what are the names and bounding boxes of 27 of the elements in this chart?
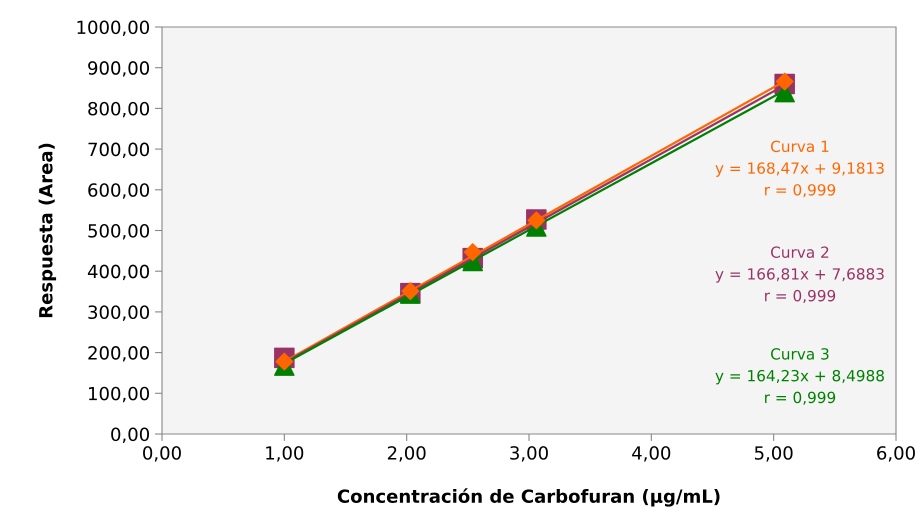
y-tick-label: 600,00 — [88, 183, 149, 199]
y-axis-title: Respuesta (Area) — [38, 144, 56, 318]
point — [401, 282, 420, 300]
point — [464, 243, 482, 261]
x-tick-label: 6,00 — [877, 446, 915, 462]
x-axis-title: Concentración de Carbofuran (µg/mL) — [338, 488, 720, 507]
y-tick-label: 100,00 — [89, 386, 149, 402]
y-tick-label: 1000,00 — [78, 20, 149, 36]
x-tick-label: 2,00 — [388, 446, 426, 462]
y-tick-label: 200,00 — [88, 346, 149, 362]
annotation: Curva 2 y = 166,81x + 7,6883 r = 0,999 — [715, 246, 884, 304]
y-tick-label: 700,00 — [88, 142, 149, 158]
y-tick-label: 500,00 — [88, 224, 149, 240]
annotation: Curva 1 y = 168,47x + 9,1813 r = 0,999 — [715, 140, 884, 198]
point — [275, 352, 294, 370]
y-tick-label: 0,00 — [111, 427, 149, 443]
x-tick-label: 3,00 — [510, 446, 548, 462]
y-tick-label: 400,00 — [88, 264, 149, 280]
x-tick-label: 4,00 — [632, 446, 670, 462]
x-tick-label: 1,00 — [266, 446, 304, 462]
y-tick-label: 900,00 — [88, 61, 149, 77]
annotation: Curva 3 y = 164,23x + 8,4988 r = 0,999 — [715, 348, 884, 405]
y-tick-label: 300,00 — [88, 305, 149, 321]
x-tick-label: 5,00 — [754, 446, 793, 462]
x-tick-label: 0,00 — [143, 446, 181, 462]
y-tick-label: 800,00 — [88, 102, 149, 118]
point — [776, 72, 794, 90]
